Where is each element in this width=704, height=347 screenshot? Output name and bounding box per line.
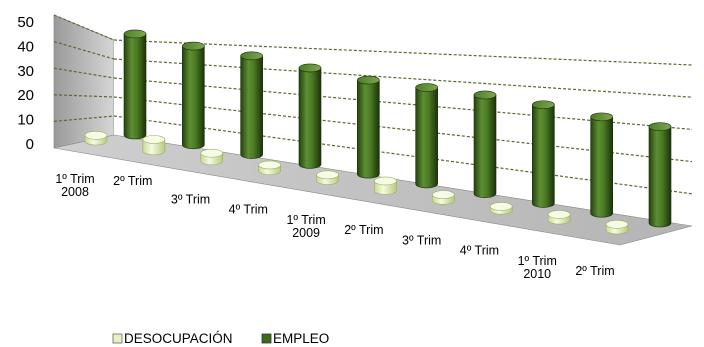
- bar-empleo: [648, 122, 672, 228]
- legend-swatch-desocupacion: [112, 333, 123, 344]
- bar-desocupacion: [200, 148, 224, 166]
- gridline-back: [113, 58, 693, 98]
- x-tick-label: 4º Trim: [460, 244, 499, 258]
- y-tick-label: 10: [17, 112, 34, 129]
- x-tick-label: 3º Trim: [402, 233, 441, 247]
- bar-empleo: [298, 63, 322, 169]
- x-tick-label: 1º Trim 2009: [286, 213, 325, 240]
- bar-desocupacion: [142, 135, 166, 156]
- legend: DESOCUPACIÓN EMPLEO: [112, 331, 329, 346]
- gridline-back: [113, 39, 693, 66]
- gridline-side: [53, 115, 115, 122]
- y-tick-label: 40: [17, 38, 34, 55]
- bar-empleo: [123, 29, 147, 140]
- x-tick-label: 1º Trim 2010: [518, 254, 557, 281]
- bar-desocupacion: [316, 170, 339, 185]
- gridline-back: [113, 77, 693, 130]
- y-tick-label: 50: [17, 14, 34, 31]
- bar-desocupacion: [432, 190, 455, 205]
- bar-desocupacion: [547, 210, 571, 225]
- bar-empleo: [240, 51, 263, 159]
- x-tick-label: 1º Trim 2008: [55, 172, 94, 199]
- x-tick-label: 3º Trim: [171, 192, 210, 206]
- bar-desocupacion: [489, 202, 513, 215]
- side-wall: [53, 14, 115, 149]
- x-tick-label: 2º Trim: [344, 223, 383, 237]
- legend-swatch-empleo: [261, 333, 272, 344]
- bar-desocupacion: [605, 220, 629, 235]
- legend-label-empleo: EMPLEO: [273, 331, 329, 346]
- y-tick-label: 20: [17, 87, 34, 104]
- gridline-back: [113, 96, 693, 163]
- bar-desocupacion: [374, 176, 397, 195]
- x-tick-label: 4º Trim: [229, 203, 268, 217]
- legend-item-empleo: EMPLEO: [261, 331, 329, 346]
- y-tick-label: 30: [17, 63, 34, 80]
- gridline-side: [53, 14, 115, 41]
- x-axis-labels: 1º Trim 2008 2º Trim 3º Trim 4º Trim 1º Trim 2…: [55, 172, 614, 281]
- x-tick-label: 2º Trim: [575, 264, 614, 278]
- bar-empleo: [590, 112, 613, 218]
- bar-empleo: [532, 100, 555, 208]
- bars: [84, 29, 672, 235]
- bar-empleo: [473, 90, 497, 198]
- y-tick-label: 0: [26, 136, 34, 153]
- bar-empleo: [357, 75, 380, 179]
- gridline-side: [53, 67, 115, 79]
- bar-empleo: [182, 41, 205, 150]
- bar-desocupacion: [258, 160, 281, 175]
- x-tick-label: 2º Trim: [113, 174, 152, 188]
- bar-empleo: [415, 83, 438, 189]
- legend-label-desocupacion: DESOCUPACIÓN: [124, 331, 233, 346]
- gridline-side: [53, 41, 115, 60]
- gridline-side: [53, 94, 115, 98]
- y-axis-ticks: 0 10 20 30 40 50: [17, 14, 34, 153]
- bar-desocupacion: [84, 131, 108, 146]
- legend-item-desocupacion: DESOCUPACIÓN: [112, 331, 233, 346]
